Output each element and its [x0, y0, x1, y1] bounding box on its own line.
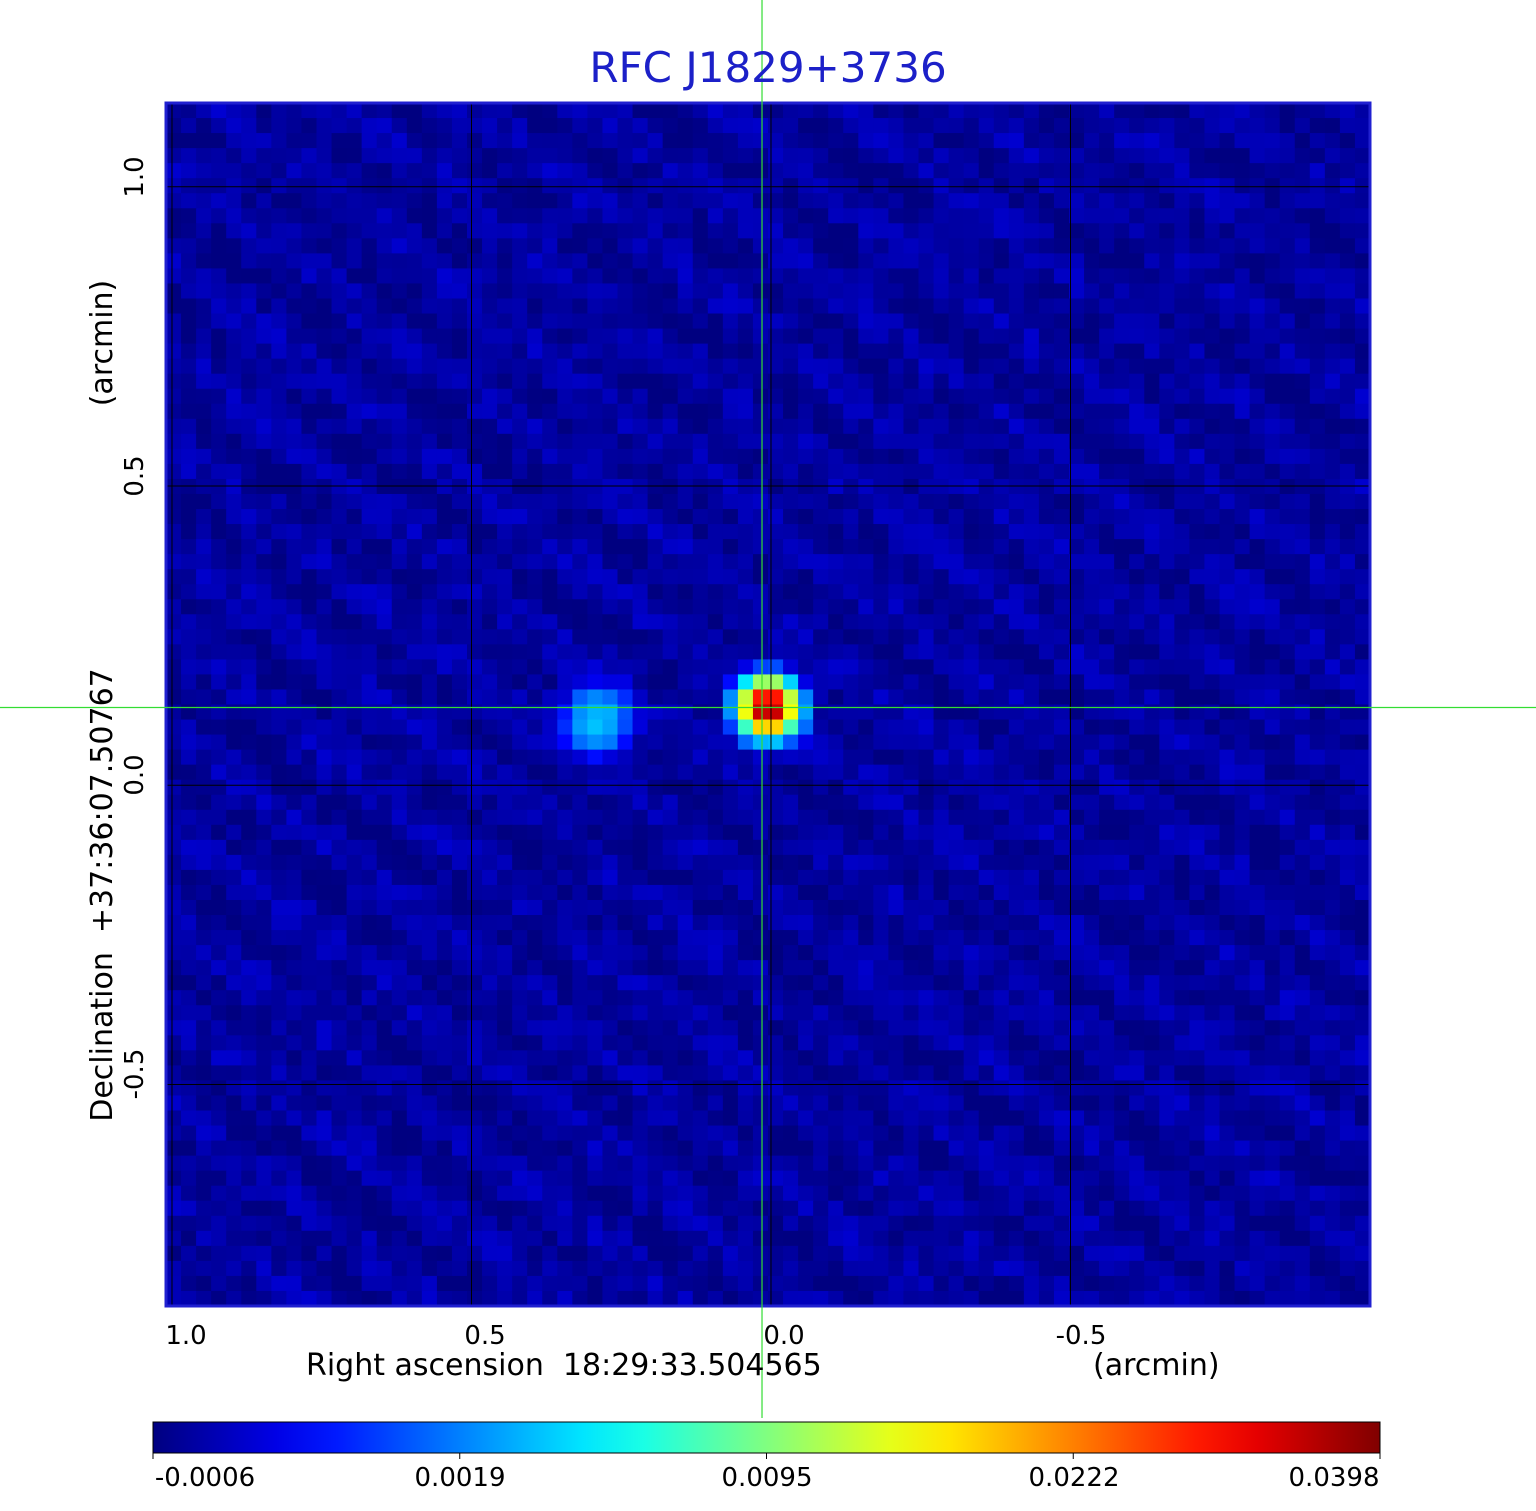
heatmap-cells: [166, 103, 1371, 1307]
x-tick-label: -0.5: [1055, 1321, 1107, 1351]
y-tick-label: 0.0: [120, 754, 150, 796]
colorbar-tick-label: 0.0019: [414, 1463, 506, 1493]
y-axis-unit: (arcmin): [85, 279, 120, 407]
chart-title: RFC J1829+3736: [589, 43, 947, 92]
x-tick-label: 0.0: [763, 1321, 805, 1351]
colorbar-tick-label: -0.0006: [154, 1463, 256, 1493]
colorbar: [152, 1421, 1381, 1454]
plot-frame: [164, 101, 1372, 1308]
x-axis-unit: (arcmin): [1093, 1348, 1220, 1383]
x-tick-label: 1.0: [165, 1321, 207, 1351]
colorbar-tick-label: 0.0398: [1288, 1463, 1380, 1493]
y-axis-label: Declination +37:36:07.50767: [85, 668, 120, 1122]
colorbar-tick-label: 0.0095: [721, 1463, 813, 1493]
x-axis-label: Right ascension 18:29:33.504565: [306, 1348, 822, 1383]
y-tick-label: -0.5: [120, 1048, 150, 1100]
colorbar-tick-label: 0.0222: [1028, 1463, 1120, 1493]
y-tick-label: 0.5: [120, 455, 150, 497]
x-tick-label: 0.5: [464, 1321, 506, 1351]
y-tick-label: 1.0: [120, 156, 150, 198]
